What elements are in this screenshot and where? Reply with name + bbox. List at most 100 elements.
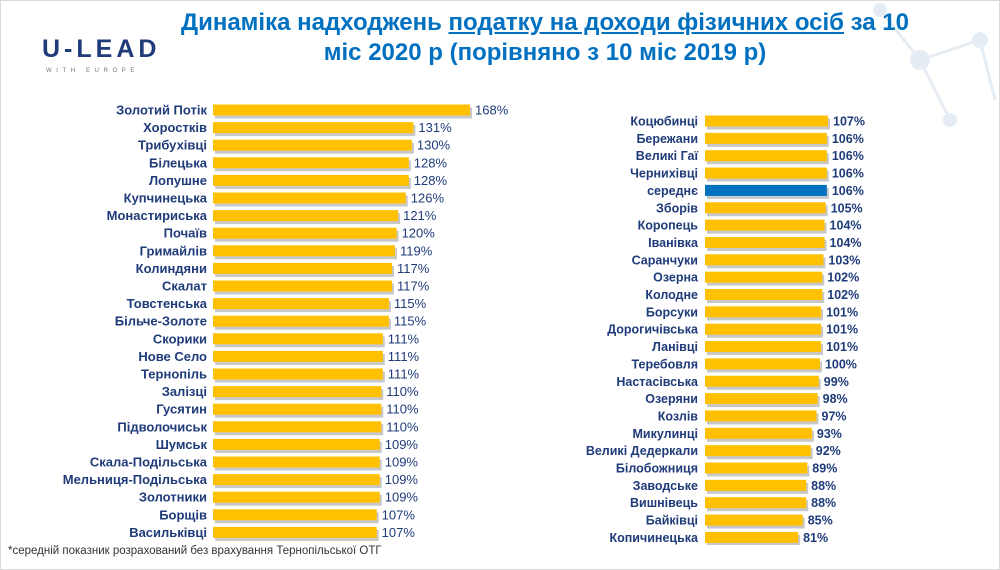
value-label: 99% bbox=[824, 375, 849, 389]
category-label: Нове Село bbox=[138, 349, 207, 364]
chart-1: Золотий Потік 168% Хоростків 131% Трибухівці… bbox=[63, 103, 509, 541]
category-label: Мельниця-Подільська bbox=[63, 472, 208, 487]
title-link[interactable]: податку на доходи фізичних осіб bbox=[448, 9, 845, 36]
category-label: Підволочиськ bbox=[117, 419, 207, 434]
category-label: Трибухівці bbox=[138, 138, 207, 153]
bar bbox=[213, 245, 396, 257]
category-label: Золотники bbox=[139, 490, 207, 505]
category-label: Микулинці bbox=[633, 427, 698, 441]
bar bbox=[213, 350, 383, 362]
value-label: 117% bbox=[397, 261, 430, 276]
category-label: Монастириська bbox=[107, 208, 208, 223]
bar-highlight bbox=[705, 184, 827, 196]
bar bbox=[705, 445, 811, 457]
bar bbox=[213, 456, 380, 468]
value-label: 106% bbox=[832, 167, 864, 181]
bar bbox=[213, 122, 414, 134]
bar-charts: Золотий Потік 168% Хоростків 131% Трибухівці… bbox=[63, 103, 865, 545]
bar bbox=[705, 323, 822, 335]
bar bbox=[705, 289, 823, 300]
bar bbox=[213, 157, 409, 169]
value-label: 107% bbox=[382, 507, 416, 522]
value-label: 120% bbox=[402, 226, 436, 241]
value-label: 107% bbox=[382, 525, 416, 540]
bar bbox=[213, 368, 383, 380]
value-label: 92% bbox=[816, 444, 841, 458]
footnote: *середній показник розрахований без врах… bbox=[8, 545, 382, 557]
value-label: 168% bbox=[475, 103, 509, 118]
value-label: 111% bbox=[388, 331, 420, 346]
category-label: Борщів bbox=[159, 507, 207, 522]
bar bbox=[705, 115, 828, 127]
category-label: Копичинецька bbox=[609, 531, 699, 545]
chart-2: Коцюбинці 107% Бережани 106% Великі Гаї 106% Ч… bbox=[586, 115, 865, 545]
category-label: Васильківці bbox=[129, 525, 207, 540]
bar bbox=[705, 462, 808, 474]
value-label: 101% bbox=[826, 305, 858, 319]
category-label: Ланівці bbox=[652, 340, 698, 354]
category-label: Заводське bbox=[633, 479, 698, 493]
value-label: 93% bbox=[817, 427, 842, 441]
value-label: 110% bbox=[386, 384, 419, 399]
category-label: Скалат bbox=[162, 279, 207, 294]
value-label: 109% bbox=[385, 472, 419, 487]
category-label: Козлів bbox=[658, 409, 699, 423]
category-label: Купчинецька bbox=[124, 191, 208, 206]
category-label: Скорики bbox=[153, 331, 207, 346]
bar bbox=[705, 167, 827, 179]
value-label: 109% bbox=[385, 490, 419, 505]
category-label: Скала-Подільська bbox=[90, 455, 208, 470]
value-label: 115% bbox=[394, 296, 427, 311]
category-label: Дорогичівська bbox=[607, 323, 699, 337]
bar bbox=[705, 358, 820, 370]
value-label: 105% bbox=[831, 201, 863, 215]
title-part-1: Динаміка надходжень bbox=[180, 9, 449, 36]
bar bbox=[213, 192, 406, 204]
bar bbox=[705, 410, 817, 422]
category-label: Тернопіль bbox=[141, 367, 207, 382]
value-label: 128% bbox=[414, 155, 448, 170]
value-label: 111% bbox=[388, 367, 420, 382]
category-label: Вишнівець bbox=[630, 496, 698, 510]
bar bbox=[213, 227, 397, 239]
u-lead-logo: U-LEAD WITH EUROPE bbox=[42, 36, 160, 74]
bar bbox=[213, 104, 470, 116]
bar bbox=[705, 341, 822, 353]
value-label: 88% bbox=[811, 479, 836, 493]
category-label: Іванівка bbox=[648, 236, 699, 250]
value-label: 104% bbox=[830, 236, 862, 250]
category-label: Озеряни bbox=[645, 392, 698, 406]
category-label: Саранчуки bbox=[632, 253, 698, 267]
category-label: Білобожниця bbox=[616, 462, 698, 476]
bar bbox=[213, 474, 380, 486]
bar bbox=[705, 393, 818, 405]
bar bbox=[705, 150, 827, 162]
value-label: 88% bbox=[811, 496, 836, 510]
value-label: 103% bbox=[828, 253, 860, 267]
category-label: Хоростків bbox=[143, 120, 207, 135]
value-label: 101% bbox=[826, 323, 858, 337]
network-decoration-icon bbox=[873, 3, 997, 127]
value-label: 131% bbox=[418, 120, 452, 135]
category-label: Озерна bbox=[653, 271, 699, 285]
bar bbox=[705, 427, 812, 439]
category-label: Бережани bbox=[636, 132, 698, 146]
title-part-2: за 10 міс 2020 р (порівняно з 10 міс 201… bbox=[323, 9, 909, 66]
bar bbox=[213, 262, 392, 274]
category-label: Байківці bbox=[646, 514, 698, 528]
category-label: Залізці bbox=[162, 384, 207, 399]
value-label: 97% bbox=[822, 409, 847, 423]
bar bbox=[213, 438, 380, 450]
value-label: 110% bbox=[386, 419, 419, 434]
value-label: 121% bbox=[403, 208, 437, 223]
bar bbox=[213, 491, 380, 503]
bar bbox=[213, 174, 409, 186]
value-label: 109% bbox=[385, 437, 419, 452]
category-label: Зборів bbox=[656, 201, 698, 215]
value-label: 81% bbox=[803, 531, 828, 545]
category-label: Золотий Потік bbox=[116, 103, 207, 118]
value-label: 110% bbox=[386, 402, 419, 417]
category-label: Шумськ bbox=[156, 437, 208, 452]
category-label: Борсуки bbox=[646, 305, 698, 319]
value-label: 126% bbox=[411, 191, 445, 206]
